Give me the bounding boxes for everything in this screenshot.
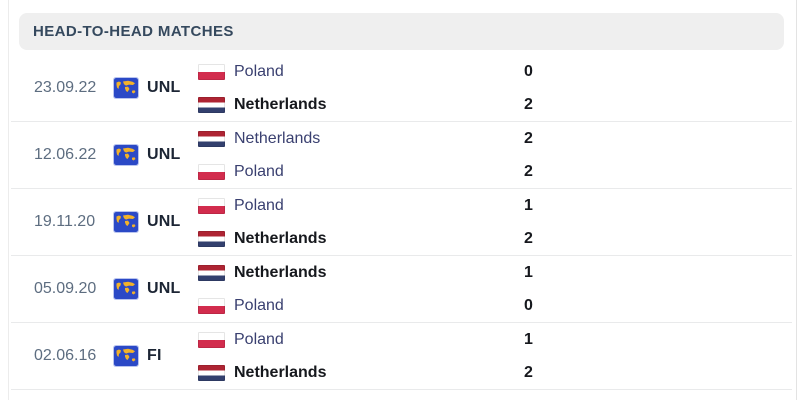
- team-away: Netherlands: [198, 358, 326, 388]
- team-name: Netherlands: [234, 263, 327, 281]
- team-away: Netherlands: [198, 224, 326, 254]
- teams-column: Netherlands Poland: [198, 256, 326, 322]
- world-map-icon: [114, 78, 138, 98]
- team-name: Netherlands: [234, 95, 327, 113]
- team-home: Netherlands: [198, 124, 320, 154]
- team-home: Poland: [198, 57, 326, 87]
- team-name: Poland: [234, 296, 284, 314]
- team-name: Netherlands: [234, 129, 321, 147]
- score-away: 2: [524, 162, 533, 180]
- scores-column: 1 0: [524, 256, 533, 322]
- score-away: 2: [524, 229, 533, 247]
- team-home: Netherlands: [198, 258, 326, 288]
- score-away: 2: [524, 95, 533, 113]
- scores-column: 1 2: [524, 323, 533, 389]
- team-flag-icon: [198, 297, 225, 314]
- competition-code: FI: [147, 347, 162, 364]
- competition-code: UNL: [147, 79, 181, 96]
- teams-column: Poland Netherlands: [198, 323, 326, 389]
- match-date: 05.09.20: [34, 280, 97, 297]
- match-row[interactable]: 19.11.20 UNL Poland Netherlands 1 2: [11, 189, 792, 256]
- score-away: 0: [524, 296, 533, 314]
- match-date: 19.11.20: [34, 213, 96, 230]
- match-date: 12.06.22: [34, 146, 97, 163]
- scores-column: 1 2: [524, 189, 533, 255]
- team-flag-icon: [198, 230, 225, 247]
- teams-column: Poland Netherlands: [198, 55, 326, 121]
- world-map-icon: [114, 279, 138, 299]
- competition-code: UNL: [147, 146, 181, 163]
- team-flag-icon: [198, 364, 225, 381]
- teams-column: Netherlands Poland: [198, 122, 320, 188]
- match-list: 23.09.22 UNL Poland Netherlands 0 2: [11, 55, 792, 390]
- team-flag-icon: [198, 264, 225, 281]
- match-row[interactable]: 23.09.22 UNL Poland Netherlands 0 2: [11, 55, 792, 122]
- match-row[interactable]: 05.09.20 UNL Netherlands Poland 1 0: [11, 256, 792, 323]
- world-map-icon: [114, 145, 138, 165]
- team-flag-icon: [198, 197, 225, 214]
- competition: FI: [114, 346, 162, 366]
- match-date: 02.06.16: [34, 347, 97, 364]
- world-map-icon: [114, 212, 138, 232]
- head-to-head-panel: HEAD-TO-HEAD MATCHES 23.09.22 UNL Poland…: [8, 0, 797, 400]
- score-home: 0: [524, 62, 533, 80]
- score-home: 1: [524, 196, 533, 214]
- team-name: Netherlands: [234, 363, 327, 381]
- match-row[interactable]: 02.06.16 FI Poland Netherlands 1 2: [11, 323, 792, 390]
- team-flag-icon: [198, 96, 225, 113]
- competition-code: UNL: [147, 280, 181, 297]
- team-name: Poland: [234, 162, 284, 180]
- team-away: Netherlands: [198, 90, 326, 120]
- team-name: Poland: [234, 196, 284, 214]
- competition: UNL: [114, 279, 180, 299]
- team-home: Poland: [198, 191, 326, 221]
- match-row[interactable]: 12.06.22 UNL Netherlands Poland 2 2: [11, 122, 792, 189]
- score-away: 2: [524, 363, 533, 381]
- teams-column: Poland Netherlands: [198, 189, 326, 255]
- team-away: Poland: [198, 291, 326, 321]
- competition: UNL: [114, 78, 180, 98]
- section-header: HEAD-TO-HEAD MATCHES: [19, 13, 784, 50]
- team-flag-icon: [198, 331, 225, 348]
- competition: UNL: [114, 212, 180, 232]
- scores-column: 0 2: [524, 55, 533, 121]
- team-flag-icon: [198, 130, 225, 147]
- team-name: Poland: [234, 62, 284, 80]
- world-map-icon: [114, 346, 138, 366]
- score-home: 2: [524, 129, 533, 147]
- team-name: Poland: [234, 330, 284, 348]
- team-home: Poland: [198, 325, 326, 355]
- section-title: HEAD-TO-HEAD MATCHES: [33, 23, 234, 40]
- score-home: 1: [524, 330, 533, 348]
- match-date: 23.09.22: [34, 79, 97, 96]
- competition-code: UNL: [147, 213, 181, 230]
- team-name: Netherlands: [234, 229, 327, 247]
- score-home: 1: [524, 263, 533, 281]
- team-flag-icon: [198, 63, 225, 80]
- team-away: Poland: [198, 157, 320, 187]
- team-flag-icon: [198, 163, 225, 180]
- scores-column: 2 2: [524, 122, 533, 188]
- competition: UNL: [114, 145, 180, 165]
